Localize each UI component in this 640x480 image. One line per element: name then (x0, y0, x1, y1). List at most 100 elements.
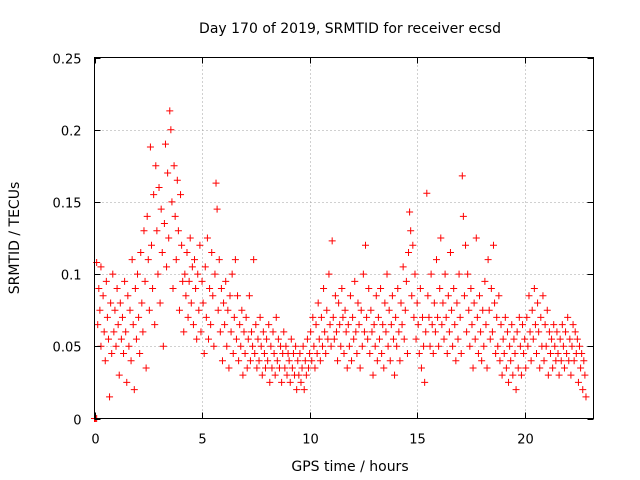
data-point-marker (181, 270, 189, 278)
data-point-marker (292, 342, 300, 350)
data-point-marker (536, 364, 544, 372)
data-point-marker (446, 248, 454, 256)
data-point-marker (417, 364, 425, 372)
data-point-marker (382, 328, 390, 336)
data-point-marker (360, 328, 368, 336)
data-point-marker (113, 285, 121, 293)
data-point-marker (288, 364, 296, 372)
y-tick-label: 0.15 (53, 197, 82, 212)
data-point-marker (440, 335, 448, 343)
data-point-marker (274, 335, 282, 343)
data-points (91, 107, 590, 422)
data-point-marker (348, 357, 356, 365)
data-point-marker (152, 162, 160, 170)
data-point-marker (286, 378, 294, 386)
data-point-marker (550, 321, 558, 329)
data-point-marker (95, 285, 103, 293)
data-point-marker (250, 256, 258, 264)
data-point-marker (358, 342, 366, 350)
data-point-marker (198, 277, 206, 285)
y-tick-label: 0 (73, 414, 81, 429)
data-point-marker (229, 350, 237, 358)
data-point-marker (261, 364, 269, 372)
data-point-marker (391, 371, 399, 379)
data-point-marker (193, 335, 201, 343)
data-point-marker (305, 364, 313, 372)
data-point-marker (534, 299, 542, 307)
data-point-marker (253, 364, 261, 372)
data-point-marker (371, 342, 379, 350)
data-point-marker (512, 386, 520, 394)
data-point-marker (494, 342, 502, 350)
data-point-marker (469, 364, 477, 372)
data-point-marker (556, 335, 564, 343)
y-tick-label: 0.1 (61, 269, 82, 284)
data-point-marker (428, 321, 436, 329)
data-point-marker (454, 335, 462, 343)
data-point-marker (357, 306, 365, 314)
data-point-marker (227, 328, 235, 336)
data-point-marker (306, 350, 314, 358)
data-point-marker (363, 313, 371, 321)
data-point-marker (527, 357, 535, 365)
data-point-marker (254, 335, 262, 343)
data-point-marker (281, 364, 289, 372)
data-point-marker (136, 350, 144, 358)
data-point-marker (432, 256, 440, 264)
data-point-marker (551, 342, 559, 350)
data-point-marker (131, 285, 139, 293)
data-point-marker (161, 140, 169, 148)
data-point-marker (540, 357, 548, 365)
data-point-marker (216, 328, 224, 336)
data-point-marker (460, 292, 468, 300)
data-point-marker (478, 357, 486, 365)
data-point-marker (374, 313, 382, 321)
data-point-marker (267, 342, 275, 350)
x-tick-label: 20 (517, 433, 534, 448)
data-point-marker (264, 357, 272, 365)
data-point-marker (223, 342, 231, 350)
data-point-marker (484, 256, 492, 264)
data-point-marker (335, 299, 343, 307)
data-point-marker (388, 292, 396, 300)
data-point-marker (189, 321, 197, 329)
data-point-marker (477, 328, 485, 336)
data-point-marker (268, 364, 276, 372)
data-point-marker (204, 335, 212, 343)
data-point-marker (126, 306, 134, 314)
data-point-marker (564, 313, 572, 321)
data-point-marker (519, 321, 527, 329)
data-point-marker (412, 335, 420, 343)
data-point-marker (249, 342, 257, 350)
data-point-marker (449, 342, 457, 350)
data-point-marker (491, 299, 499, 307)
data-point-marker (202, 313, 210, 321)
data-point-marker (99, 292, 107, 300)
data-point-marker (408, 292, 416, 300)
data-point-marker (114, 321, 122, 329)
data-point-marker (338, 285, 346, 293)
data-point-marker (171, 212, 179, 220)
data-point-marker (242, 313, 250, 321)
data-point-marker (252, 321, 260, 329)
data-point-marker (289, 350, 297, 358)
data-point-marker (459, 212, 467, 220)
data-point-marker (473, 313, 481, 321)
data-point-marker (266, 378, 274, 386)
data-point-marker (486, 335, 494, 343)
data-point-marker (313, 350, 321, 358)
data-point-marker (199, 299, 207, 307)
data-point-marker (257, 342, 265, 350)
data-point-marker (240, 328, 248, 336)
data-point-marker (222, 277, 230, 285)
data-point-marker (100, 328, 108, 336)
data-point-marker (255, 357, 263, 365)
data-point-marker (200, 350, 208, 358)
data-point-marker (197, 328, 205, 336)
data-point-marker (246, 357, 254, 365)
data-point-marker (397, 299, 405, 307)
data-point-marker (271, 371, 279, 379)
data-point-marker (325, 270, 333, 278)
data-point-marker (566, 335, 574, 343)
grid-lines (94, 57, 594, 419)
